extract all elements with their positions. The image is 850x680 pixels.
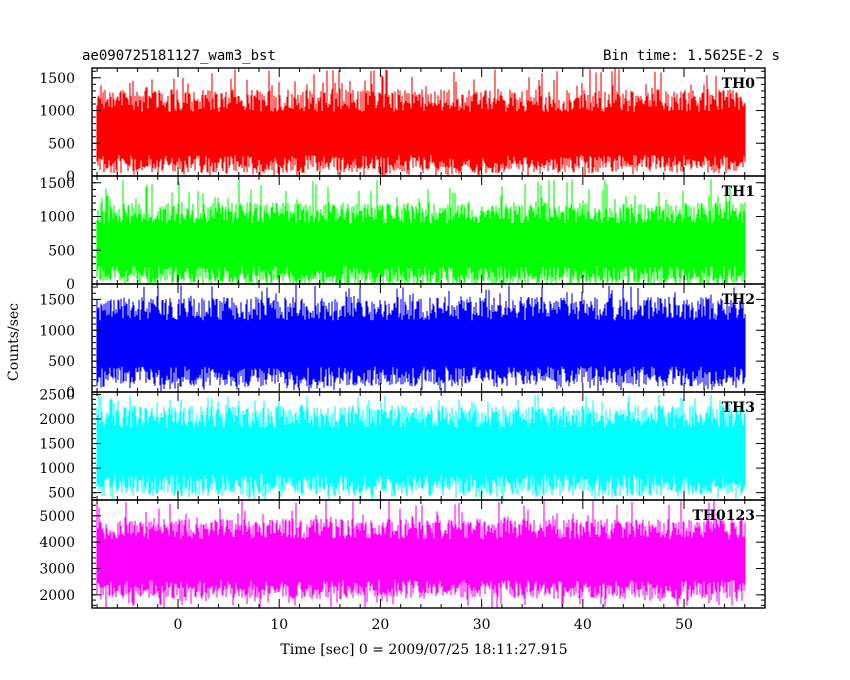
y-tick-label-th2: 1000 [39,323,75,339]
x-tick-label: 10 [270,617,288,633]
panel-frame-th0123 [91,499,766,609]
y-tick-label-th1: 500 [48,243,75,259]
panel-label-th0123: TH0123 [692,508,755,524]
y-tick-label-th0: 1500 [39,71,75,87]
y-tick-label-th3: 1000 [39,461,75,477]
chart-subtitle: Bin time: 1.5625E-2 s [603,48,780,64]
panel-label-th2: TH2 [722,292,755,308]
y-tick-label-th3: 2500 [39,387,75,403]
y-tick-label-th1: 1000 [39,210,75,226]
y-tick-label-th0123: 3000 [39,561,75,577]
y-tick-label-th2: 0 [66,385,75,401]
y-tick-label-th3: 500 [48,486,75,502]
series-th2 [96,284,746,392]
series-th1 [96,179,746,284]
y-tick-label-th1: 1500 [39,176,75,192]
y-tick-label-th0123: 2000 [39,588,75,604]
y-tick-label-th3: 1500 [39,437,75,453]
y-tick-label-th0: 500 [48,136,75,152]
panel-label-th1: TH1 [722,184,755,200]
chart-title: ae090725181127_wam3_bst [82,48,276,64]
y-tick-label-th0: 0 [66,169,75,185]
y-tick-label-th0123: 4000 [39,535,75,551]
x-tick-label: 30 [473,617,491,633]
x-tick-label: 0 [174,617,183,633]
y-tick-label-th0123: 5000 [39,509,75,525]
y-tick-label-th1: 0 [66,277,75,293]
x-axis-label: Time [sec] 0 = 2009/07/25 18:11:27.915 [280,642,567,658]
y-tick-label-th2: 1500 [39,292,75,308]
y-tick-label-th3: 2000 [39,412,75,428]
panel-label-th3: TH3 [722,400,755,416]
y-tick-label-th0: 1000 [39,104,75,120]
series-th3 [96,394,746,500]
y-axis-label: Counts/sec [6,303,22,381]
x-tick-label: 50 [675,617,693,633]
x-tick-label: 40 [574,617,592,633]
series-th0123 [96,500,746,608]
panel-label-th0: TH0 [722,76,756,92]
series-th0 [96,68,746,176]
x-tick-label: 20 [372,617,390,633]
y-tick-label-th2: 500 [48,354,75,370]
